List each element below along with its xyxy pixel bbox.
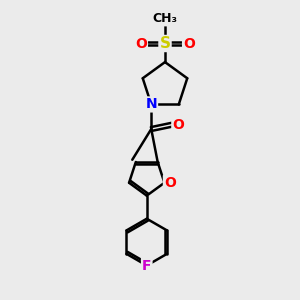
Text: O: O [164,176,176,190]
Text: O: O [183,37,195,50]
Text: S: S [160,36,170,51]
Text: O: O [172,118,184,131]
Text: CH₃: CH₃ [152,12,178,26]
Text: F: F [142,259,152,272]
Text: N: N [146,98,157,111]
Text: O: O [135,37,147,50]
